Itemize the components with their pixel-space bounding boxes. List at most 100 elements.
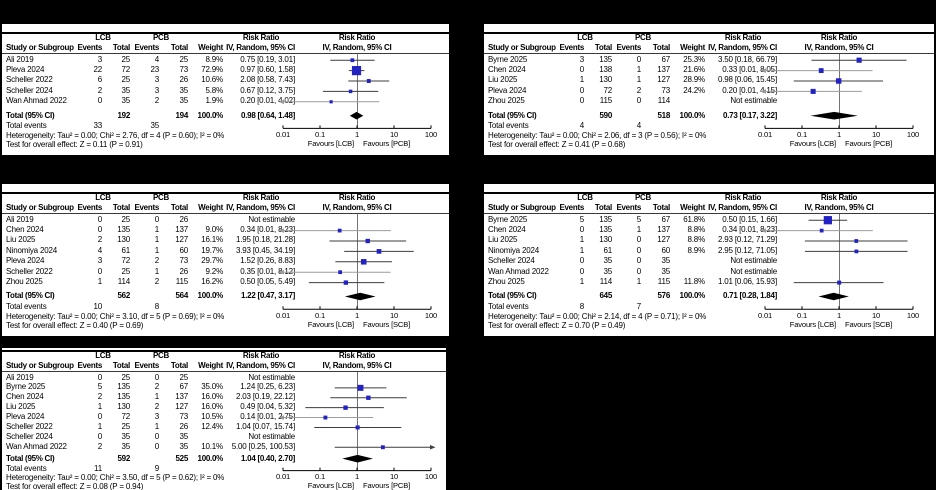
effect-marker [360, 259, 367, 265]
study-name: Byrne 2025 [488, 54, 528, 64]
weight-value: 61.8% [683, 214, 705, 224]
heterogeneity-note: Heterogeneity: Tau² = 0.00; Chi² = 2.14,… [488, 311, 707, 321]
col-header-events-lcb: Events [77, 202, 102, 212]
pcb-events-value: 0 [636, 256, 641, 266]
pcb-events-value: 5 [636, 214, 641, 224]
lcb-total-value: 25 [121, 214, 130, 224]
col-header-method-plot: IV, Random, 95% CI [322, 42, 392, 52]
effect-marker [357, 384, 364, 391]
lcb-total-value: 35 [603, 266, 612, 276]
pcb-total-value: 137 [657, 64, 670, 74]
horizontal-rule [2, 192, 449, 194]
pcb-events-value: 3 [154, 412, 159, 422]
effect-estimate: 2.93 [0.12, 71.29] [717, 235, 777, 245]
lcb-total-value: 25 [121, 54, 130, 64]
axis-tick-label: 0.1 [314, 310, 326, 320]
pcb-events-value: 1 [636, 64, 641, 74]
total-events-label: Total events [6, 301, 47, 311]
pcb-events-value: 1 [154, 245, 159, 255]
axis-tick-label: 10 [871, 129, 881, 139]
pcb-total-value: 137 [175, 224, 188, 234]
col-header-events-pcb: Events [134, 202, 159, 212]
col-header-study: Study or Subgroup [488, 202, 556, 212]
overall-effect-note: Test for overall effect: Z = 0.11 (P = 0… [6, 140, 143, 150]
axis-tick-label: 1 [354, 129, 360, 139]
study-name: Wan Ahmad 2022 [488, 266, 549, 276]
study-name: Wan Ahmad 2022 [6, 441, 67, 451]
overall-effect-note: Test for overall effect: Z = 0.41 (P = 0… [488, 140, 626, 150]
lcb-events-value: 2 [97, 392, 102, 402]
weight-value: 25.3% [683, 54, 705, 64]
total-lcb-n: 645 [599, 291, 612, 301]
axis-tick-label: 100 [906, 129, 920, 139]
lcb-events-value: 0 [579, 64, 584, 74]
axis-tick-label: 1 [836, 310, 842, 320]
effect-estimate: 0.34 [0.01, 8.23] [722, 224, 777, 234]
favours-left-label: Favours [LCB] [307, 138, 354, 148]
study-name: Ali 2019 [6, 372, 34, 382]
lcb-events-value: 0 [97, 224, 102, 234]
total-events-lcb: 11 [94, 463, 102, 473]
weight-value: 21.6% [683, 64, 705, 74]
lcb-total-value: 72 [603, 85, 612, 95]
left-arrow [760, 89, 766, 94]
pcb-events-value: 2 [154, 96, 159, 106]
pcb-total-value: 35 [179, 441, 188, 451]
effect-estimate: 0.20 [0.01, 4.02] [240, 96, 295, 106]
study-name: Byrne 2025 [6, 382, 46, 392]
lcb-total-value: 135 [599, 224, 612, 234]
forest-panel-5: LCB PCB Risk Ratio Risk Ratio Study or Subgr… [2, 348, 446, 490]
lcb-total-value: 35 [121, 431, 130, 441]
study-name: Pleva 2024 [6, 256, 45, 266]
effect-estimate: Not estimable [730, 256, 777, 266]
horizontal-rule [2, 32, 449, 34]
lcb-events-value: 0 [579, 266, 584, 276]
study-name: Liu 2025 [488, 75, 518, 85]
weight-value: 5.8% [205, 85, 223, 95]
pcb-total-value: 67 [661, 214, 670, 224]
group-header-lcb: LCB [95, 193, 111, 202]
col-header-study: Study or Subgroup [6, 42, 74, 52]
group-header-pcb: PCB [634, 33, 652, 42]
effect-measure-header-plot-column: Risk Ratio [820, 33, 858, 42]
lcb-total-value: 130 [117, 235, 130, 245]
col-header-events-lcb: Events [77, 42, 102, 52]
axis-tick-label: 10 [389, 310, 399, 320]
lcb-total-value: 135 [599, 54, 612, 64]
lcb-total-value: 25 [121, 75, 130, 85]
axis-tick-label: 0.01 [757, 310, 773, 320]
effect-estimate: Not estimable [248, 431, 295, 441]
overall-effect-note: Test for overall effect: Z = 0.08 (P = 0… [6, 481, 144, 490]
pcb-total-value: 115 [657, 276, 670, 286]
lcb-total-value: 130 [599, 75, 612, 85]
total-row-label: Total (95% CI) [488, 110, 537, 120]
horizontal-rule [2, 52, 449, 54]
pcb-events-value: 4 [154, 54, 159, 64]
lcb-total-value: 35 [121, 85, 130, 95]
axis-tick-label: 0.01 [757, 129, 773, 139]
effect-estimate: 1.95 [0.18, 21.28] [235, 235, 295, 245]
study-name: Chen 2024 [488, 64, 526, 74]
study-name: Zhou 2025 [6, 276, 43, 286]
col-header-total-lcb: Total [112, 360, 130, 370]
heterogeneity-note: Heterogeneity: Tau² = 0.00; Chi² = 2.76,… [6, 130, 225, 140]
effect-estimate: 0.20 [0.01, 4.15] [722, 85, 777, 95]
overall-effect-note: Test for overall effect: Z = 0.40 (P = 0… [6, 320, 144, 330]
pcb-events-value: 0 [636, 96, 641, 106]
total-effect: 0.73 [0.17, 3.22] [723, 110, 777, 120]
weight-value: 16.0% [201, 402, 223, 412]
effect-measure-header-text-column: Risk Ratio [242, 351, 280, 360]
favours-left-label: Favours [LCB] [789, 138, 836, 148]
total-events-lcb: 8 [579, 301, 584, 311]
pcb-total-value: 115 [175, 276, 188, 286]
total-weight: 100.0% [679, 291, 706, 301]
effect-marker [835, 78, 842, 84]
horizontal-rule [484, 32, 934, 34]
pcb-events-value: 0 [636, 235, 641, 245]
axis-tick-label: 1 [836, 129, 842, 139]
effect-estimate: 0.75 [0.19, 3.01] [240, 54, 295, 64]
lcb-total-value: 135 [599, 214, 612, 224]
lcb-events-value: 3 [97, 256, 102, 266]
summary-diamond [344, 292, 376, 301]
weight-value: 16.1% [201, 235, 223, 245]
